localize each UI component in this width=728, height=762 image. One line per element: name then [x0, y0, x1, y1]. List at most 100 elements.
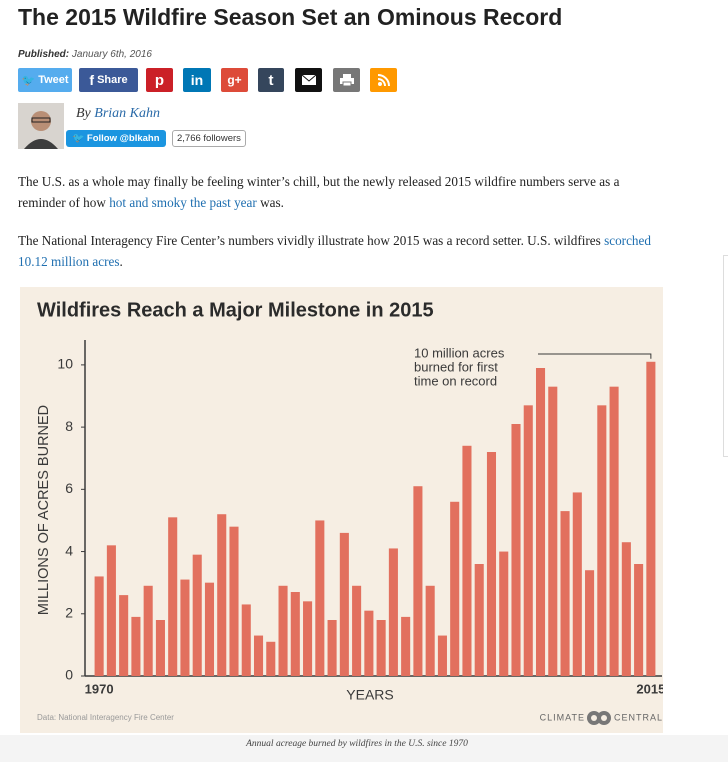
bar [364, 610, 374, 676]
bar [646, 361, 656, 676]
bar [474, 564, 484, 676]
paragraph: The U.S. as a whole may finally be feeli… [18, 171, 658, 213]
googleplus-label: g+ [227, 73, 242, 87]
bar [462, 445, 472, 676]
googleplus-button[interactable]: g+ [221, 68, 248, 92]
annotation-leader [538, 353, 652, 359]
bar [425, 585, 435, 676]
bar [278, 585, 288, 676]
bar [585, 570, 595, 676]
pinterest-label: p [154, 71, 165, 89]
byline: By Brian Kahn [76, 106, 160, 122]
bar [621, 542, 631, 676]
print-icon [339, 74, 354, 86]
linkedin-label: in [190, 72, 204, 88]
bar [535, 368, 546, 676]
bar [437, 635, 447, 676]
bar [94, 576, 104, 676]
bar [339, 532, 349, 676]
bar [511, 424, 521, 676]
bar [204, 582, 215, 676]
y-tick-label: 6 [65, 480, 73, 496]
paragraph: The National Interagency Fire Center’s n… [18, 230, 658, 272]
brand-logo [587, 711, 611, 725]
tumblr-label: t [268, 71, 274, 89]
annotation: 10 million acres [414, 345, 505, 360]
text: . [119, 254, 123, 269]
facebook-button[interactable]: f Share [79, 68, 138, 92]
y-axis-title: MILLIONS OF ACRES BURNED [36, 405, 52, 615]
bar [572, 492, 582, 676]
bar [119, 595, 129, 676]
y-tick-label: 4 [65, 542, 73, 558]
brand: CENTRAL [614, 712, 663, 722]
y-tick-label: 0 [65, 667, 73, 683]
tweet-button[interactable]: 🐦 Tweet [18, 68, 72, 92]
source: Data: National Interagency Fire Center [37, 713, 174, 722]
text: was. [256, 195, 284, 210]
bar [548, 386, 558, 676]
rss-button[interactable] [370, 68, 397, 92]
bar [560, 511, 570, 676]
bar [499, 551, 509, 676]
bar [143, 585, 153, 676]
bar [253, 635, 264, 676]
bar [523, 405, 533, 676]
bar [155, 620, 165, 676]
brand: CLIMATE [540, 712, 585, 722]
email-icon [301, 75, 316, 85]
bar [401, 616, 411, 676]
bar [131, 616, 141, 676]
bar [180, 579, 190, 676]
bar [486, 452, 497, 676]
bar [266, 641, 276, 676]
text: The U.S. as a whole may finally be feeli… [18, 174, 620, 210]
bar [106, 545, 116, 676]
print-button[interactable] [333, 68, 360, 92]
text: The National Interagency Fire Center’s n… [18, 233, 605, 248]
bar [634, 564, 644, 676]
link[interactable]: scorched 10.12 million acres [18, 233, 651, 269]
bar [388, 548, 398, 676]
by-label: By [76, 106, 91, 121]
x-tick-label: 2015 [636, 681, 663, 696]
rss-icon [377, 74, 390, 86]
bar [450, 501, 460, 676]
bar [376, 620, 386, 676]
annotation: burned for first [414, 359, 498, 374]
bar [290, 592, 300, 676]
follower-count: 2,766 followers [172, 130, 246, 147]
pinterest-button[interactable]: p [146, 68, 173, 92]
caption-bar [0, 735, 728, 762]
bar [413, 486, 423, 676]
link[interactable]: hot and smoky the past year [109, 195, 257, 210]
bar [217, 514, 227, 676]
y-tick-label: 8 [65, 418, 73, 434]
follow-button[interactable]: 🐦 Follow @blkahn [66, 130, 166, 147]
bar [609, 386, 619, 676]
x-tick-label: 1970 [85, 681, 114, 696]
bar [352, 585, 362, 676]
caption: Annual acreage burned by wildfires in th… [246, 739, 468, 749]
y-tick-label: 10 [57, 356, 73, 372]
tweet-label: Tweet [38, 74, 69, 86]
bar [241, 604, 251, 676]
tumblr-button[interactable]: t [258, 68, 284, 92]
bar [327, 620, 337, 676]
article-title: The 2015 Wildfire Season Set an Ominous … [18, 4, 563, 30]
published-date: January 6th, 2016 [71, 49, 152, 60]
email-button[interactable] [295, 68, 322, 92]
bar [597, 405, 607, 676]
author-name[interactable]: Brian Kahn [94, 106, 160, 121]
follow-label: Follow @blkahn [86, 133, 160, 144]
annotation: time on record [414, 373, 497, 388]
y-tick-label: 2 [65, 604, 73, 620]
linkedin-button[interactable]: in [183, 68, 211, 92]
bar [229, 526, 239, 676]
bar [192, 554, 202, 676]
bar [315, 520, 325, 676]
published: Published: January 6th, 2016 [18, 49, 152, 60]
facebook-label: Share [97, 74, 128, 86]
bar [303, 601, 313, 676]
